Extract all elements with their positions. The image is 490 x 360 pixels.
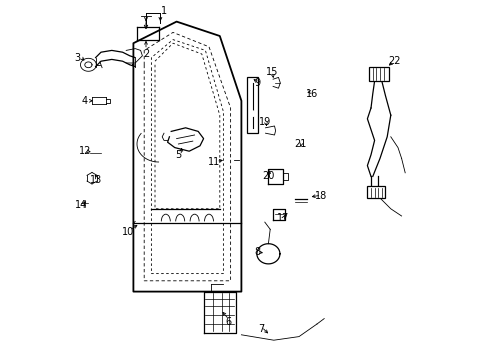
Circle shape (295, 142, 301, 148)
Circle shape (297, 96, 303, 102)
Text: 18: 18 (315, 191, 327, 201)
Ellipse shape (289, 90, 298, 97)
Text: 3: 3 (74, 53, 81, 63)
Text: 13: 13 (90, 175, 102, 185)
Text: 7: 7 (258, 324, 264, 334)
Circle shape (301, 202, 307, 207)
Circle shape (291, 147, 297, 152)
Circle shape (89, 175, 95, 181)
Text: 16: 16 (305, 89, 318, 99)
Circle shape (272, 82, 278, 87)
Text: 8: 8 (254, 247, 261, 257)
Text: 22: 22 (388, 56, 401, 66)
Circle shape (295, 151, 301, 157)
Text: 1: 1 (161, 6, 167, 16)
Text: 10: 10 (122, 227, 134, 237)
Ellipse shape (97, 152, 108, 160)
Bar (369, 67, 389, 81)
Text: 6: 6 (226, 317, 232, 327)
Circle shape (270, 170, 274, 175)
Circle shape (81, 200, 88, 207)
Circle shape (301, 147, 307, 152)
Circle shape (225, 156, 234, 165)
Circle shape (294, 195, 300, 201)
Ellipse shape (295, 95, 305, 103)
Text: 19: 19 (259, 117, 271, 127)
Circle shape (294, 145, 303, 154)
Bar (368, 186, 386, 198)
Circle shape (250, 111, 255, 117)
Text: 12: 12 (78, 146, 91, 156)
Circle shape (270, 177, 274, 183)
Text: 9: 9 (254, 78, 261, 88)
Text: 21: 21 (294, 139, 307, 149)
Text: 11: 11 (208, 157, 220, 167)
Text: 17: 17 (277, 213, 289, 223)
Text: 15: 15 (266, 67, 278, 77)
Circle shape (265, 126, 270, 131)
Ellipse shape (292, 194, 303, 202)
Text: 5: 5 (175, 150, 181, 160)
Bar (247, 77, 258, 133)
Text: 2: 2 (143, 49, 149, 59)
Circle shape (265, 130, 270, 135)
Circle shape (291, 91, 296, 96)
Text: 14: 14 (75, 200, 87, 210)
Circle shape (274, 214, 278, 218)
Text: 4: 4 (82, 96, 88, 106)
Text: 20: 20 (262, 171, 274, 181)
Circle shape (78, 197, 91, 210)
Circle shape (272, 77, 278, 83)
Circle shape (275, 172, 280, 177)
Ellipse shape (299, 201, 310, 208)
Ellipse shape (88, 147, 104, 159)
